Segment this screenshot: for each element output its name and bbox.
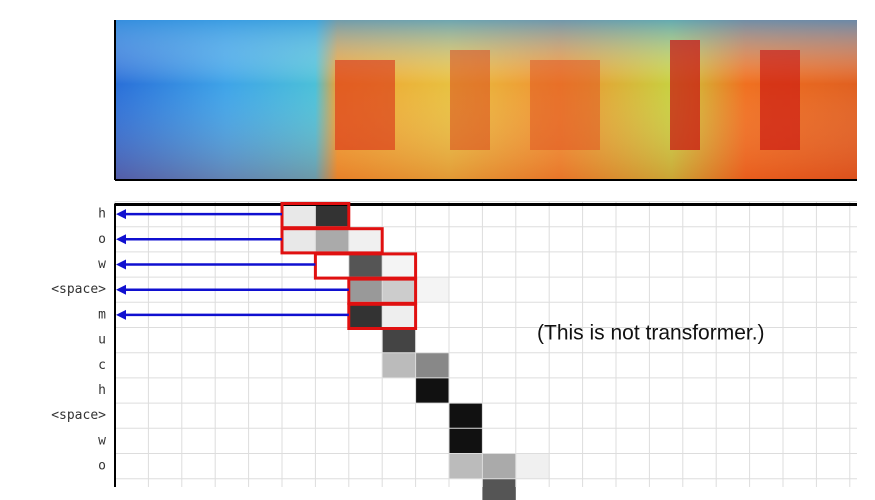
cell	[382, 352, 416, 378]
cell	[449, 428, 483, 454]
arrow-head	[116, 259, 126, 270]
arrow-head	[116, 209, 126, 220]
row-label: h	[98, 207, 106, 222]
cell	[515, 453, 550, 479]
cell	[449, 403, 483, 429]
spectrogram	[114, 20, 857, 181]
row-label: w	[98, 433, 106, 448]
cell	[348, 277, 383, 303]
row-label: w	[98, 257, 106, 272]
row-label: h	[98, 383, 106, 398]
cell	[282, 226, 316, 252]
cell	[315, 226, 349, 252]
cell	[382, 302, 416, 328]
note: (This is not transformer.)	[537, 322, 765, 345]
cell	[348, 226, 383, 252]
cell	[415, 277, 449, 303]
row-label: m	[98, 307, 106, 322]
arrow-head	[116, 284, 126, 295]
highlight-box	[347, 302, 418, 330]
cell	[482, 453, 516, 479]
cell	[348, 251, 383, 278]
row-label: <space>	[51, 282, 106, 297]
arrow-head	[116, 309, 126, 320]
cell	[449, 453, 483, 479]
cell	[382, 251, 416, 278]
arrow-head	[116, 234, 126, 245]
cell	[382, 327, 416, 353]
row-label: c	[98, 358, 106, 373]
cell	[482, 478, 516, 500]
cell	[415, 377, 449, 404]
row-label: o	[98, 232, 106, 247]
cell	[348, 302, 383, 328]
cell	[415, 352, 449, 378]
row-label: u	[98, 333, 106, 348]
row-label: <space>	[51, 408, 106, 423]
row-label: o	[98, 459, 106, 474]
cell	[382, 277, 416, 303]
